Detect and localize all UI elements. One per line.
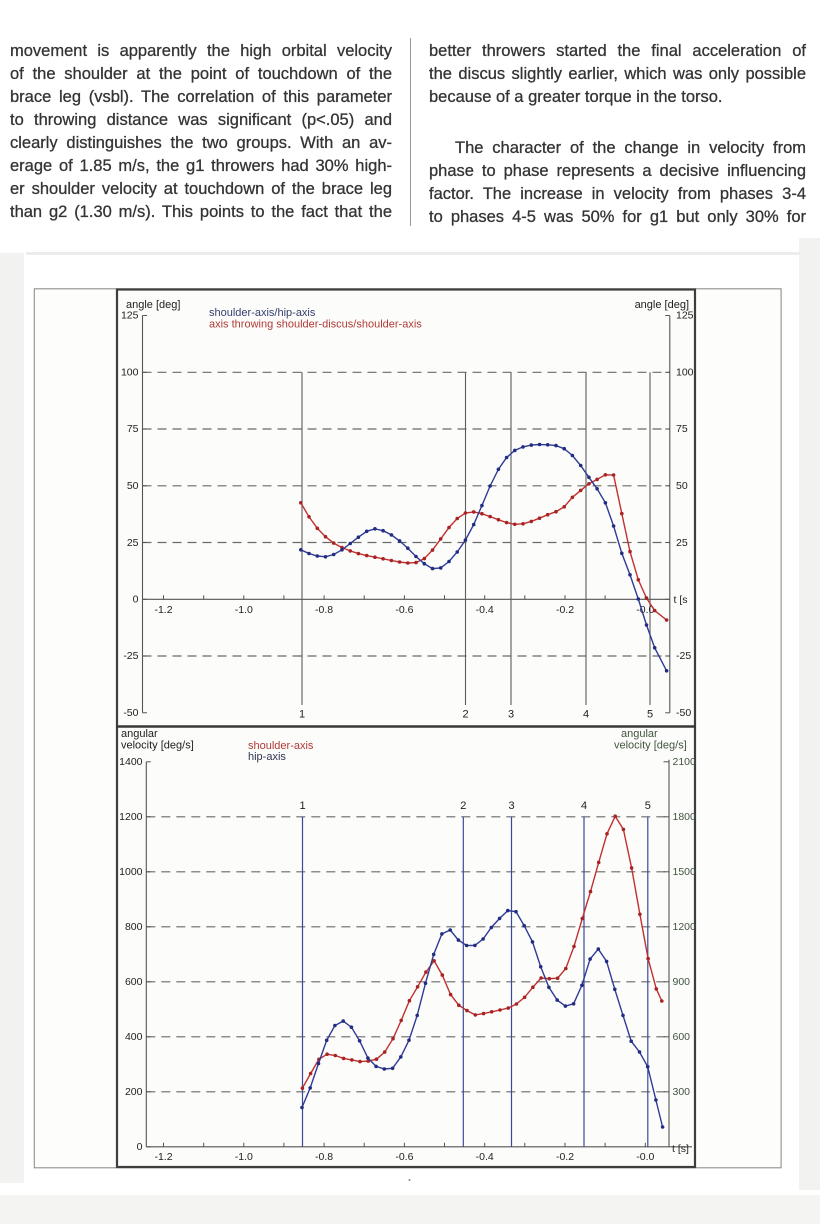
svg-text:1: 1 (299, 800, 305, 812)
svg-text:axis throwing shoulder-discus/: axis throwing shoulder-discus/shoulder-a… (209, 319, 422, 331)
svg-text:t [s]: t [s] (672, 1143, 689, 1155)
svg-text:-0.8: -0.8 (315, 1151, 333, 1163)
svg-text:2100: 2100 (673, 756, 697, 768)
svg-text:400: 400 (125, 1031, 143, 1043)
svg-text:angular: angular (621, 728, 658, 740)
svg-text:-1.0: -1.0 (235, 1151, 253, 1163)
svg-text:-0.4: -0.4 (476, 1151, 494, 1163)
svg-text:hip-axis: hip-axis (248, 751, 286, 763)
svg-text:angle [deg]: angle [deg] (635, 299, 689, 311)
svg-text:25: 25 (676, 537, 688, 549)
svg-text:25: 25 (127, 537, 139, 549)
svg-text:-25: -25 (123, 650, 138, 662)
svg-text:shoulder-axis: shoulder-axis (248, 740, 314, 752)
svg-text:1200: 1200 (119, 811, 143, 823)
svg-text:velocity [deg/s]: velocity [deg/s] (614, 740, 687, 752)
svg-text:300: 300 (673, 1086, 691, 1098)
svg-text:3: 3 (508, 709, 514, 721)
svg-text:-0.0: -0.0 (636, 1151, 654, 1163)
svg-text:-0.4: -0.4 (476, 604, 494, 616)
svg-text:5: 5 (645, 800, 651, 812)
svg-text:-1.2: -1.2 (154, 1151, 172, 1163)
svg-text:0: 0 (133, 594, 139, 606)
svg-text:125: 125 (121, 310, 139, 322)
svg-text:3: 3 (508, 800, 514, 812)
svg-text:5: 5 (647, 709, 653, 721)
svg-text:-1.0: -1.0 (235, 604, 253, 616)
svg-text:4: 4 (581, 800, 587, 812)
svg-text:-1.2: -1.2 (154, 604, 172, 616)
svg-text:-0.2: -0.2 (556, 604, 574, 616)
svg-text:1000: 1000 (119, 866, 143, 878)
svg-text:-0.8: -0.8 (315, 604, 333, 616)
svg-text:-50: -50 (676, 707, 691, 719)
svg-text:angular: angular (121, 728, 158, 740)
svg-text:-50: -50 (123, 707, 138, 719)
svg-text:-0.6: -0.6 (395, 1151, 413, 1163)
svg-text:1400: 1400 (119, 756, 143, 768)
svg-text:1500: 1500 (673, 866, 697, 878)
svg-text:0: 0 (137, 1141, 143, 1153)
svg-text:shoulder-axis/hip-axis: shoulder-axis/hip-axis (209, 307, 316, 319)
svg-text:75: 75 (127, 423, 139, 435)
svg-text:100: 100 (676, 367, 694, 379)
svg-text:t [s: t [s (674, 594, 688, 606)
svg-text:50: 50 (676, 480, 688, 492)
svg-text:600: 600 (673, 1031, 691, 1043)
svg-text:4: 4 (583, 709, 589, 721)
svg-text:600: 600 (125, 976, 143, 988)
svg-text:angle [deg]: angle [deg] (126, 299, 180, 311)
svg-text:2: 2 (460, 800, 466, 812)
svg-text:1200: 1200 (673, 921, 697, 933)
svg-text:900: 900 (673, 976, 691, 988)
svg-text:-25: -25 (676, 650, 691, 662)
svg-text:100: 100 (121, 367, 139, 379)
svg-text:2: 2 (462, 709, 468, 721)
svg-text:125: 125 (676, 310, 694, 322)
svg-text:50: 50 (127, 480, 139, 492)
svg-text:75: 75 (676, 423, 688, 435)
svg-text:1: 1 (299, 709, 305, 721)
svg-text:1800: 1800 (673, 811, 697, 823)
svg-text:200: 200 (125, 1086, 143, 1098)
svg-text:800: 800 (125, 921, 143, 933)
svg-text:-0.2: -0.2 (556, 1151, 574, 1163)
svg-text:velocity [deg/s]: velocity [deg/s] (121, 740, 194, 752)
svg-text:-0.6: -0.6 (395, 604, 413, 616)
